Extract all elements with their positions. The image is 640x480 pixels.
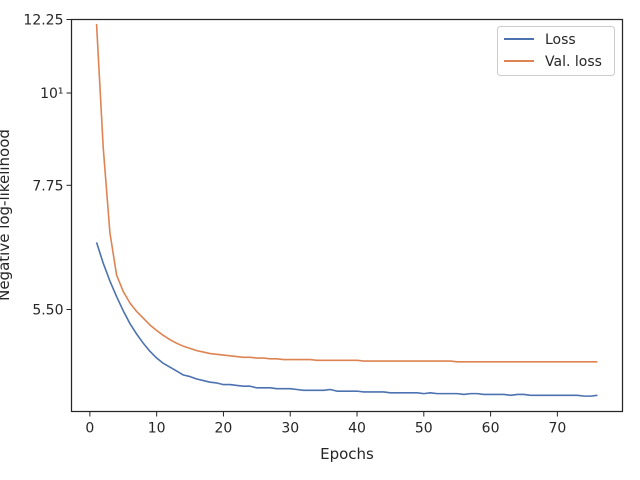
plot-frame [70, 18, 624, 413]
legend: Loss Val. loss [497, 26, 615, 76]
series-line-val-loss [95, 23, 598, 363]
x-tick-label: 10 [148, 421, 166, 437]
x-tick-label: 50 [415, 421, 433, 437]
y-tick-label: 7.75 [32, 178, 63, 194]
x-tick-label: 20 [215, 421, 233, 437]
x-axis-label: Epochs [320, 445, 374, 463]
series-layer [95, 23, 598, 397]
x-axis-ticks: 0 10 20 30 40 50 60 70 [85, 411, 566, 437]
x-tick-label: 40 [348, 421, 366, 437]
y-tick-label: 10¹ [40, 86, 63, 102]
x-tick-label: 0 [85, 421, 94, 437]
y-axis-label: Negative log-likelihood [0, 129, 13, 301]
legend-label-loss: Loss [545, 32, 576, 48]
x-tick-label: 60 [482, 421, 500, 437]
y-tick-label: 5.50 [32, 303, 63, 319]
x-tick-label: 70 [548, 421, 566, 437]
legend-label-val-loss: Val. loss [545, 54, 602, 70]
y-tick-label: 12.25 [23, 13, 63, 29]
series-line-loss [95, 242, 598, 397]
x-tick-label: 30 [281, 421, 299, 437]
y-axis-ticks: 5.50 7.75 10¹ 12.25 [23, 13, 72, 319]
